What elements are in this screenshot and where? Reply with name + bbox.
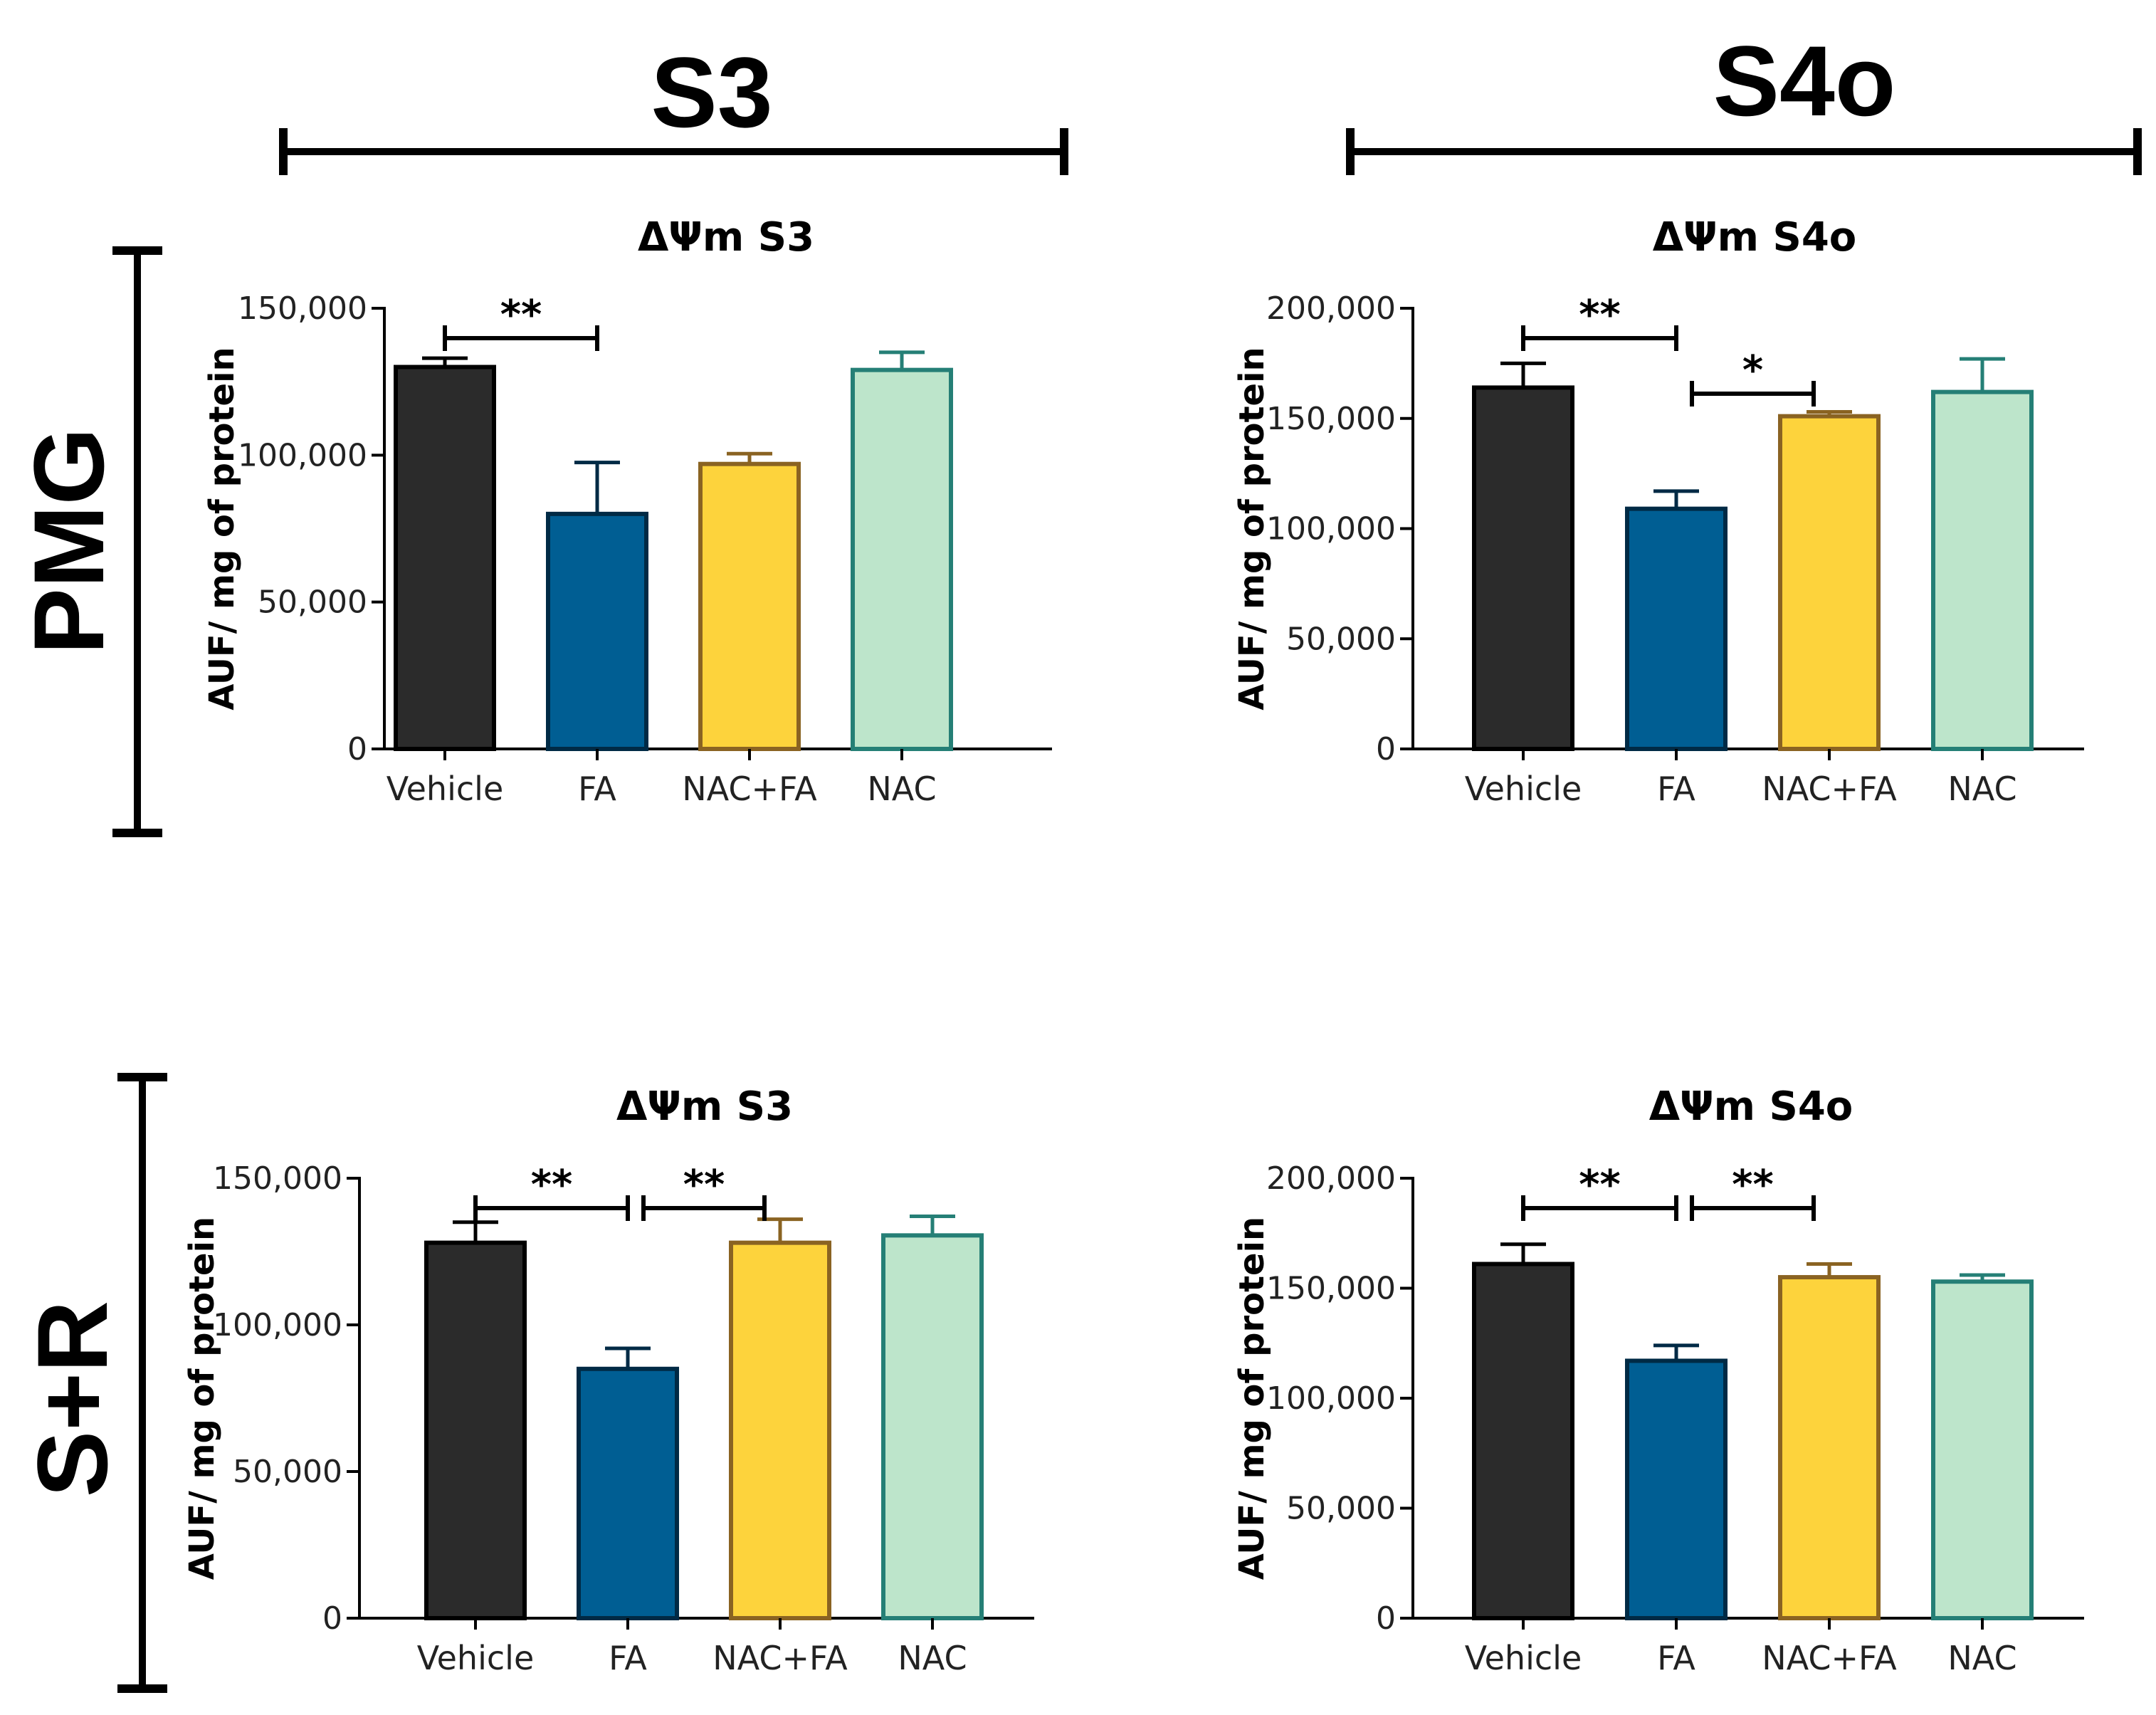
column-header-s3: S3	[279, 36, 1068, 175]
chart-title: ΔΨm S4o	[1649, 1084, 1853, 1130]
chart-title: ΔΨm S3	[616, 1084, 793, 1130]
chart-title: ΔΨm S4o	[1653, 214, 1857, 261]
x-tick-label: NAC	[1947, 1639, 2016, 1677]
y-tick-label: 150,000	[213, 1160, 342, 1197]
y-axis-label: AUF/ mg of protein	[202, 347, 242, 710]
bar-nacfa	[1778, 1275, 1881, 1621]
column-header-s4o: S4o	[1346, 25, 2142, 175]
y-tick-label: 0	[347, 731, 367, 767]
x-tick-label: Vehicle	[417, 1639, 535, 1677]
chart-sr-s4o: ΔΨm S4o AUF/ mg of protein 0 50,000 100,000 1…	[1232, 1084, 2084, 1677]
y-tick-label: 150,000	[1266, 401, 1396, 437]
column-header-s3-label: S3	[651, 36, 772, 148]
y-tick-label: 50,000	[258, 584, 367, 621]
bar-nac	[1931, 1279, 2034, 1620]
x-tick-label: NAC+FA	[1762, 1639, 1897, 1677]
y-tick-label: 100,000	[238, 437, 367, 473]
chart-title: ΔΨm S3	[638, 214, 814, 261]
significance-label: **	[531, 1162, 573, 1208]
bar-vehicle	[424, 1240, 527, 1620]
x-tick-label: Vehicle	[386, 770, 504, 808]
significance-label: **	[1579, 1162, 1621, 1208]
bar-fa	[1625, 1358, 1728, 1620]
significance-label: *	[1742, 347, 1763, 394]
bar-vehicle	[1472, 1262, 1574, 1620]
bar-nac	[881, 1233, 984, 1620]
y-axis-label: AUF/ mg of protein	[1232, 1217, 1272, 1580]
y-tick-label: 0	[1376, 1600, 1396, 1637]
y-tick-label: 100,000	[1266, 1380, 1396, 1417]
x-tick-label: FA	[578, 770, 616, 808]
y-tick-label: 100,000	[1266, 511, 1396, 547]
significance-label: **	[683, 1162, 725, 1208]
row-header-sr-label: S+R	[16, 1301, 128, 1497]
x-tick-label: NAC	[898, 1639, 967, 1677]
bar-fa	[546, 511, 648, 751]
bar-nacfa	[729, 1240, 831, 1620]
bar-vehicle	[1472, 385, 1574, 751]
bar-nacfa	[698, 461, 801, 751]
y-tick-label: 50,000	[233, 1454, 342, 1490]
x-tick-label: NAC+FA	[682, 770, 817, 808]
x-tick-label: FA	[609, 1639, 647, 1677]
bar-fa	[1625, 506, 1728, 752]
column-header-s4o-label: S4o	[1713, 25, 1896, 137]
x-tick-label: Vehicle	[1465, 770, 1582, 808]
bar-fa	[577, 1366, 679, 1621]
y-tick-label: 100,000	[213, 1307, 342, 1343]
significance-label: **	[500, 292, 542, 338]
y-tick-label: 0	[1376, 731, 1396, 767]
row-header-sr: S+R	[16, 1073, 167, 1693]
bar-nacfa	[1778, 414, 1881, 752]
x-tick-label: NAC+FA	[1762, 770, 1897, 808]
chart-pmg-s4o: ΔΨm S4o AUF/ mg of protein 0 50,000 100,000 1…	[1232, 214, 2084, 808]
x-tick-label: NAC+FA	[712, 1639, 848, 1677]
row-header-pmg: PMG	[13, 246, 162, 837]
chart-sr-s3: ΔΨm S3 AUF/ mg of protein 0 50,000 100,000 15…	[182, 1084, 1034, 1677]
y-tick-label: 50,000	[1286, 621, 1396, 657]
significance-label: **	[1579, 292, 1621, 338]
y-axis-label: AUF/ mg of protein	[182, 1217, 222, 1580]
x-tick-label: FA	[1657, 770, 1695, 808]
x-tick-label: Vehicle	[1465, 1639, 1582, 1677]
chart-pmg-s3: ΔΨm S3 AUF/ mg of protein 0 50,000 100,000 15…	[202, 214, 1052, 808]
x-tick-label: NAC	[1947, 770, 2016, 808]
bar-vehicle	[394, 364, 496, 751]
y-tick-label: 200,000	[1266, 290, 1396, 327]
y-tick-label: 150,000	[238, 290, 367, 327]
y-axis-label: AUF/ mg of protein	[1232, 347, 1272, 710]
y-tick-label: 0	[322, 1600, 342, 1637]
x-tick-label: NAC	[867, 770, 936, 808]
x-tick-label: FA	[1657, 1639, 1695, 1677]
bar-nac	[1931, 389, 2034, 751]
y-tick-label: 200,000	[1266, 1160, 1396, 1197]
y-tick-label: 50,000	[1286, 1491, 1396, 1527]
bar-nac	[851, 367, 953, 751]
significance-label: **	[1732, 1162, 1774, 1208]
row-header-pmg-label: PMG	[13, 428, 125, 655]
y-tick-label: 150,000	[1266, 1271, 1396, 1307]
